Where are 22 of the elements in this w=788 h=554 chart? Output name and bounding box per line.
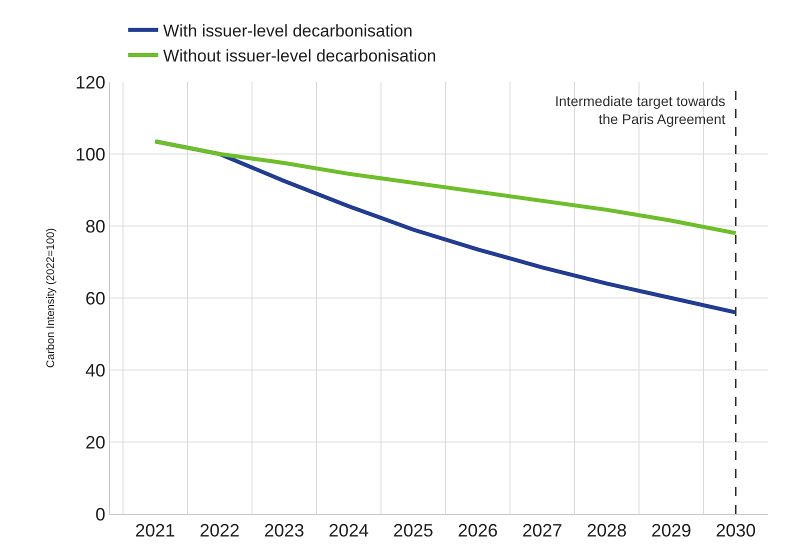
y-axis-title: Carbon Intensity (2022=100) [45, 228, 58, 368]
y-tick-label: 100 [75, 144, 106, 164]
legend-label: Without issuer-level decarbonisation [163, 46, 436, 66]
y-tick-label: 120 [75, 72, 106, 92]
line-series [153, 139, 738, 236]
legend-label: With issuer-level decarbonisation [163, 22, 413, 41]
y-tick-label: 40 [85, 360, 106, 380]
x-tick-label: 2026 [458, 520, 498, 541]
ref-line-label: Intermediate target towards the Paris Agreement [555, 93, 726, 128]
x-tick-label: 2027 [522, 520, 562, 541]
x-tick-label: 2030 [716, 520, 756, 541]
x-tick-label: 2025 [393, 520, 434, 541]
x-tick-label: 2021 [135, 520, 176, 541]
x-tick-label: 2023 [264, 520, 304, 541]
x-tick-label: 2029 [651, 520, 692, 541]
y-tick-label: 20 [85, 432, 106, 452]
y-tick-label: 80 [85, 216, 106, 236]
x-tick-label: 2024 [328, 520, 369, 541]
x-tick-label: 2022 [200, 520, 240, 541]
y-tick-label: 0 [95, 504, 106, 524]
x-tick-label: 2028 [586, 520, 627, 541]
y-tick-label: 60 [85, 288, 106, 308]
